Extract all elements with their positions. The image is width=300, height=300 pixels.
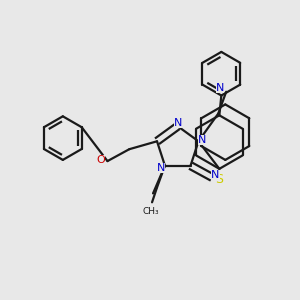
Text: CH₃: CH₃	[143, 207, 159, 216]
Text: N: N	[174, 118, 182, 128]
Text: N: N	[198, 135, 207, 145]
Text: S: S	[215, 173, 223, 186]
Text: N: N	[211, 170, 220, 180]
Text: N: N	[216, 83, 224, 93]
Text: O: O	[96, 155, 105, 165]
Text: N: N	[157, 163, 165, 172]
